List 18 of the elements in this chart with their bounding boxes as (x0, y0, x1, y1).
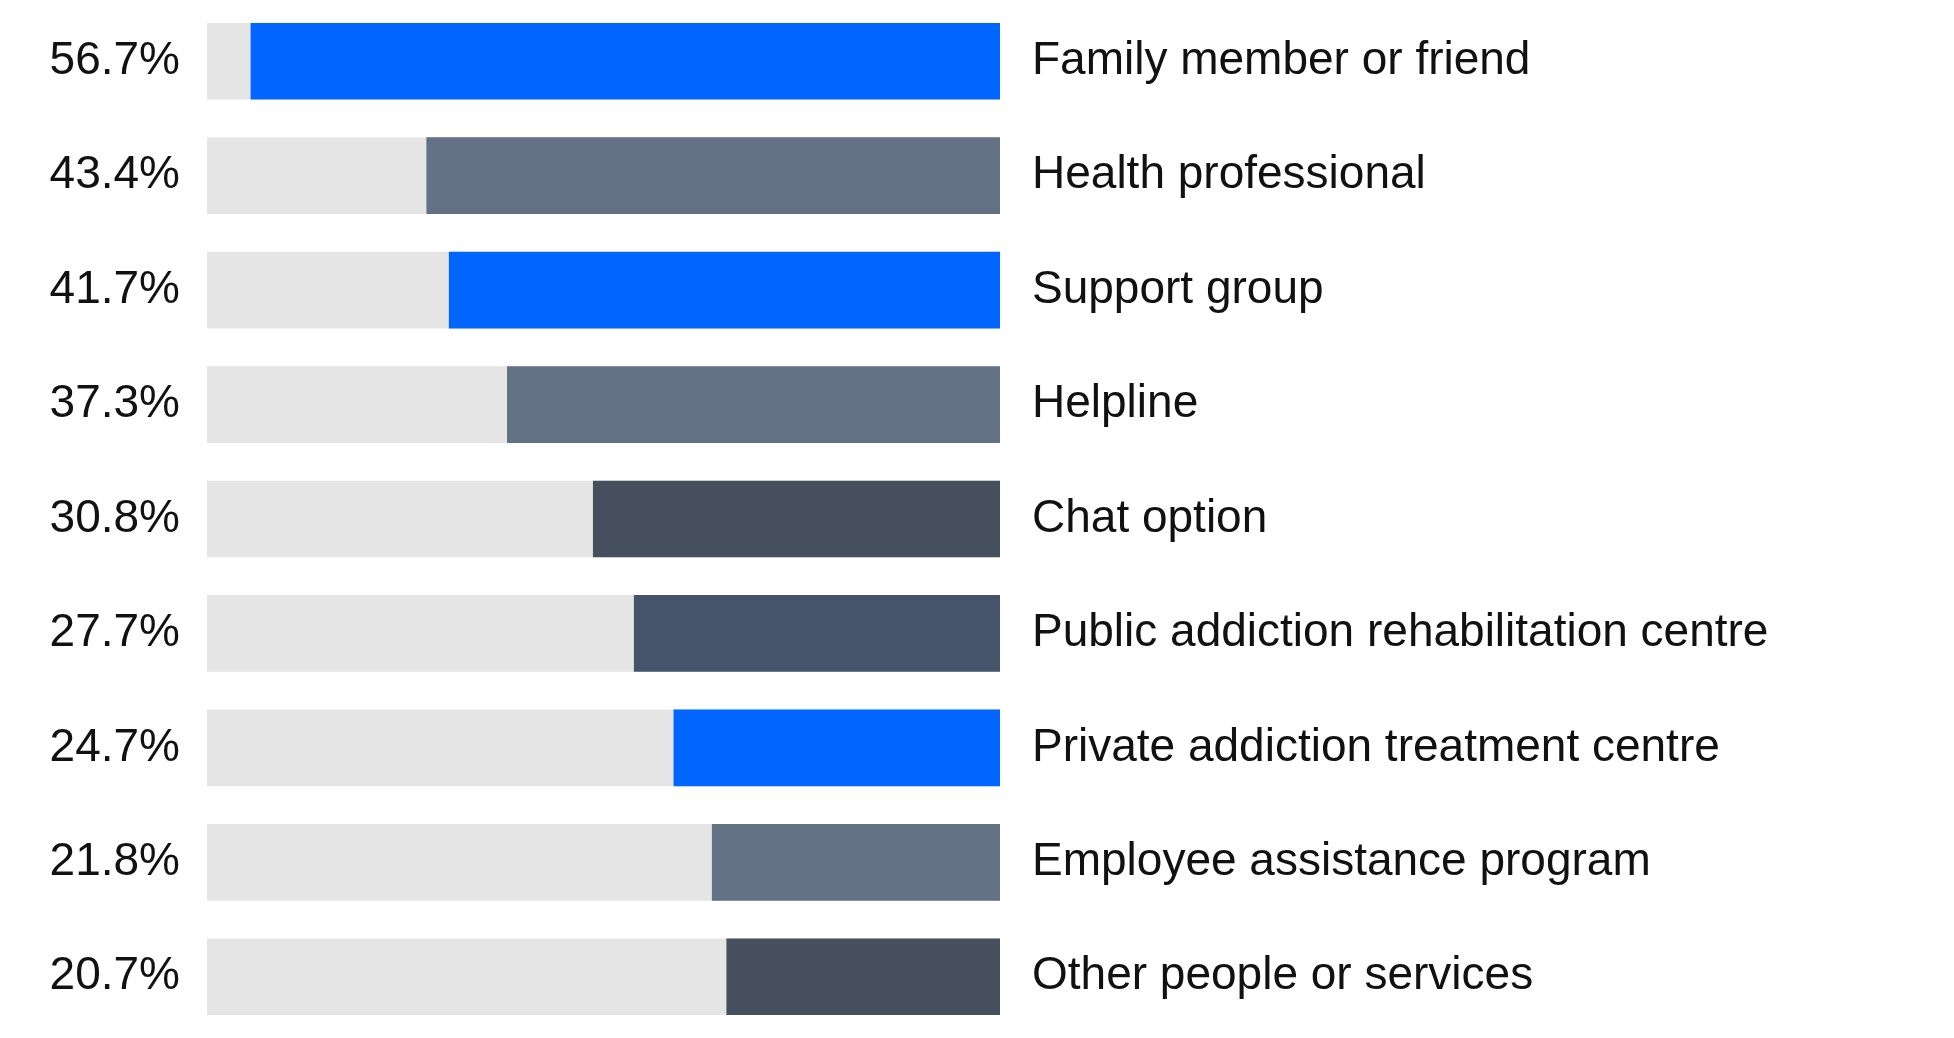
data-label: 27.7% (49, 604, 180, 657)
y-tick-label: Support group (1032, 260, 1324, 313)
data-label: 24.7% (49, 718, 180, 771)
data-label: 41.7% (49, 260, 180, 313)
data-label: 20.7% (49, 947, 180, 1000)
data-label: 30.8% (49, 489, 180, 542)
data-label: 21.8% (49, 833, 180, 886)
data-label: 43.4% (49, 146, 180, 199)
y-tick-label: Private addiction treatment centre (1032, 718, 1720, 771)
y-tick-label: Health professional (1032, 146, 1426, 199)
y-tick-label: Other people or services (1032, 947, 1534, 1000)
y-tick-label: Public addiction rehabilitation centre (1032, 604, 1769, 657)
data-label: 37.3% (49, 375, 180, 428)
data-label: 56.7% (49, 31, 180, 84)
y-tick-label: Chat option (1032, 489, 1268, 542)
y-tick-label: Family member or friend (1032, 31, 1531, 84)
y-tick-label: Employee assistance program (1032, 833, 1651, 886)
y-tick-label: Helpline (1032, 375, 1199, 428)
